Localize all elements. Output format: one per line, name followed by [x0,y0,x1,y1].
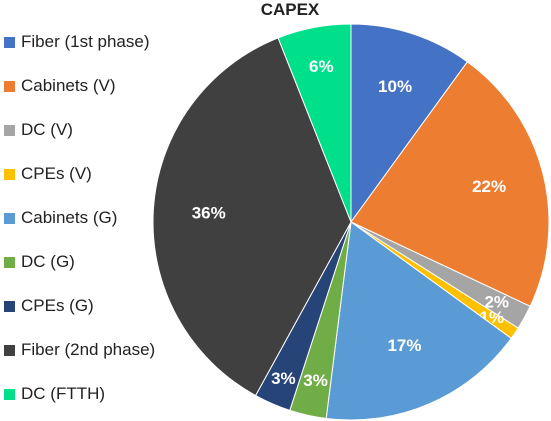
data-label: 3% [303,371,328,390]
legend-label: Cabinets (V) [21,76,116,95]
legend-label: Fiber (2nd phase) [21,340,156,359]
data-label: 22% [472,177,506,196]
legend-label: DC (G) [21,252,75,271]
legend-swatch [4,388,15,400]
legend-item: CPEs (V) [4,152,155,196]
legend-swatch [4,300,15,312]
legend-item: Cabinets (V) [4,64,155,108]
data-label: 2% [484,293,509,312]
legend-swatch [4,344,15,356]
legend-swatch [4,168,15,180]
pie-slice [277,23,352,223]
legend-item: Cabinets (G) [4,196,155,240]
legend-swatch [4,256,15,268]
chart-title: CAPEX [260,0,320,19]
legend-swatch [4,212,15,224]
legend-label: DC (FTTH) [21,384,106,403]
pie-slice [325,221,512,421]
legend-item: DC (FTTH) [4,372,155,416]
data-label: 3% [271,369,296,388]
legend-label: CPEs (G) [21,296,94,315]
legend-item: DC (G) [4,240,155,284]
legend-item: CPEs (G) [4,284,155,328]
legend-swatch [4,36,15,48]
legend-label: DC (V) [21,120,73,139]
pie-slice [350,23,469,224]
data-label: 17% [387,336,421,355]
legend-label: CPEs (V) [21,164,92,183]
data-label: 10% [378,77,412,96]
data-label: 36% [192,204,226,223]
legend-swatch [4,124,15,136]
legend-swatch [4,80,15,92]
legend-item: Fiber (2nd phase) [4,328,155,372]
legend-item: Fiber (1st phase) [4,20,155,64]
legend-label: Fiber (1st phase) [21,32,150,51]
legend-item: DC (V) [4,108,155,152]
legend-label: Cabinets (G) [21,208,118,227]
legend: Fiber (1st phase) Cabinets (V) DC (V) CPEs … [4,20,155,416]
pie-slice [152,37,352,397]
data-label: 6% [309,57,334,76]
